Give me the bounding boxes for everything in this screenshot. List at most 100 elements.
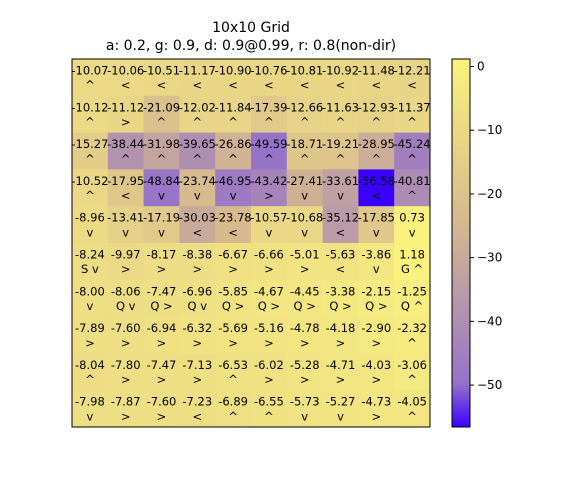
cell-action: > — [300, 373, 310, 387]
heatmap-cell — [143, 316, 180, 354]
cell-action: ^ — [192, 115, 202, 129]
cell-action: v — [337, 409, 344, 423]
cell-action: > — [157, 373, 167, 387]
heatmap-cell-labels: -10.07^-10.06<-10.51<-11.17<-10.90<-10.7… — [71, 63, 430, 423]
heatmap-cell — [251, 390, 288, 428]
heatmap-cell — [179, 169, 216, 207]
cell-action: ^ — [264, 115, 274, 129]
cell-value: -17.85 — [358, 211, 395, 225]
cell-value: -2.90 — [361, 321, 391, 335]
heatmap-cell — [286, 316, 324, 354]
cell-value: -4.18 — [326, 321, 356, 335]
cell-action: ^ — [264, 409, 274, 423]
cell-action: ^ — [407, 373, 417, 387]
heatmap-cell — [322, 243, 359, 281]
cell-action: < — [300, 78, 310, 92]
cell-action: ^ — [228, 409, 238, 423]
cell-action: v — [194, 189, 201, 203]
heatmap-cell — [72, 316, 109, 354]
cell-value: -4.67 — [254, 284, 284, 298]
cell-value: -10.12 — [71, 100, 108, 114]
cell-value: -8.06 — [111, 284, 141, 298]
cell-value: -10.57 — [250, 211, 287, 225]
cell-value: -5.28 — [290, 358, 320, 372]
heatmap-cells — [72, 59, 431, 428]
cell-value: -31.98 — [143, 137, 180, 151]
cell-value: -6.53 — [218, 358, 248, 372]
heatmap-cell — [322, 169, 359, 207]
cell-action: v — [158, 189, 165, 203]
cell-action: > — [336, 336, 346, 350]
cell-action: ^ — [407, 189, 417, 203]
heatmap-cell — [358, 132, 395, 170]
cell-action: > — [121, 115, 131, 129]
cell-value: -56.58 — [358, 174, 395, 188]
cell-value: -35.12 — [322, 211, 359, 225]
cell-action: > — [121, 409, 131, 423]
heatmap-cell — [72, 206, 109, 244]
cell-value: -7.60 — [111, 321, 141, 335]
heatmap-cell — [286, 279, 324, 318]
heatmap-cell — [72, 132, 109, 170]
cell-action: < — [336, 262, 346, 276]
heatmap-cell — [286, 95, 324, 134]
cell-action: > — [264, 262, 274, 276]
cell-action: v — [230, 189, 237, 203]
heatmap-cell — [251, 169, 288, 207]
heatmap-cell — [143, 59, 180, 97]
cell-value: -10.81 — [286, 63, 323, 77]
cell-value: -6.94 — [147, 321, 177, 335]
heatmap-cell — [179, 390, 216, 428]
heatmap-cell — [286, 59, 324, 97]
cell-value: -8.96 — [75, 211, 105, 225]
cell-value: -6.55 — [254, 395, 284, 409]
cell-value: -10.92 — [322, 63, 359, 77]
chart-subtitle: a: 0.2, g: 0.9, d: 0.9@0.99, r: 0.8(non-… — [105, 38, 397, 54]
cell-value: -10.90 — [215, 63, 252, 77]
cell-action: v — [86, 409, 93, 423]
heatmap-cell — [322, 316, 359, 354]
cell-value: -8.04 — [75, 358, 105, 372]
cell-action: < — [336, 225, 346, 239]
heatmap-cell — [179, 353, 216, 391]
cell-action: > — [264, 373, 274, 387]
cell-value: -11.84 — [215, 100, 252, 114]
cell-value: -11.37 — [394, 100, 431, 114]
cell-value: -17.39 — [250, 100, 287, 114]
cell-action: ^ — [121, 152, 131, 166]
heatmap-cell — [358, 279, 395, 318]
cell-value: -11.17 — [179, 63, 216, 77]
cell-action: > — [121, 373, 131, 387]
heatmap-cell — [394, 132, 431, 170]
cell-value: -6.02 — [254, 358, 284, 372]
heatmap-cell — [251, 132, 288, 170]
heatmap-cell — [251, 59, 288, 97]
heatmap-cell — [322, 279, 359, 318]
cell-action: < — [121, 78, 131, 92]
colorbar-tick-label: −50 — [477, 378, 502, 392]
colorbar-tick-label: −40 — [477, 314, 502, 328]
cell-action: v — [122, 225, 129, 239]
heatmap-cell — [72, 95, 109, 134]
cell-value: -17.95 — [107, 174, 144, 188]
cell-value: -8.17 — [147, 247, 177, 261]
cell-action: > — [371, 409, 381, 423]
colorbar — [451, 58, 471, 428]
heatmap-cell — [107, 390, 145, 428]
cell-value: -10.76 — [250, 63, 287, 77]
cell-value: -3.86 — [361, 247, 391, 261]
cell-value: -38.44 — [107, 137, 144, 151]
cell-value: -4.78 — [290, 321, 320, 335]
cell-action: Q > — [222, 299, 244, 313]
cell-action: ^ — [300, 152, 310, 166]
cell-action: ^ — [85, 152, 95, 166]
cell-action: > — [157, 336, 167, 350]
heatmap-cell — [286, 169, 324, 207]
heatmap-cell — [358, 390, 395, 428]
cell-value: -10.51 — [143, 63, 180, 77]
cell-value: -49.59 — [250, 137, 287, 151]
heatmap-cell — [322, 390, 359, 428]
cell-action: G ^ — [401, 262, 423, 276]
cell-action: ^ — [85, 373, 95, 387]
cell-action: > — [300, 336, 310, 350]
